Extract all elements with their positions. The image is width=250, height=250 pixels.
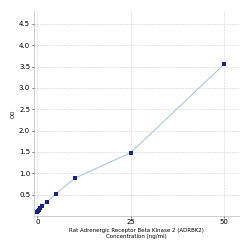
Point — [36, 208, 40, 212]
Point — [73, 176, 77, 180]
Point — [38, 206, 42, 210]
Point — [45, 200, 49, 204]
Point — [54, 192, 58, 196]
Point — [129, 151, 133, 155]
Point — [35, 210, 39, 214]
Point — [40, 204, 44, 208]
Y-axis label: OD: OD — [11, 109, 16, 118]
X-axis label: Rat Adrenergic Receptor Beta Kinase 2 (ADRBK2)
Concentration (ng/ml): Rat Adrenergic Receptor Beta Kinase 2 (A… — [69, 228, 204, 239]
Point — [222, 62, 226, 66]
Point — [36, 209, 40, 213]
